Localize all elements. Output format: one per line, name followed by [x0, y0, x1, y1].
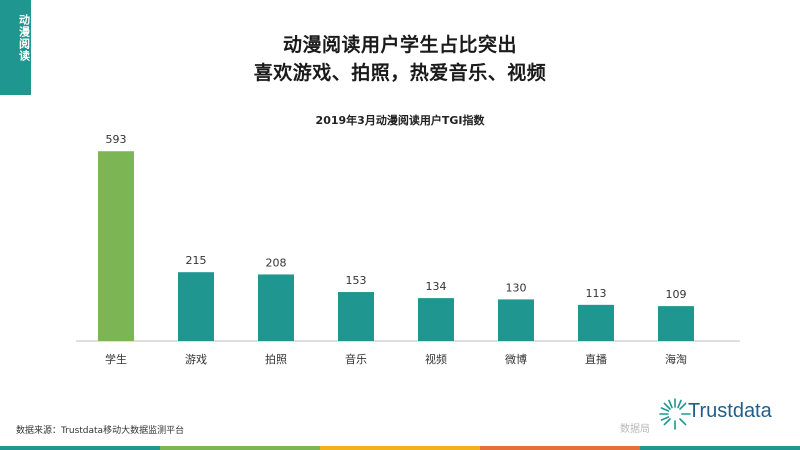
- section-tab-label: 动漫阅读: [17, 14, 31, 62]
- data-source-note: 数据来源：Trustdata移动大数据监测平台: [16, 426, 185, 436]
- section-tab: 动漫阅读: [0, 0, 31, 95]
- bar: [498, 299, 534, 341]
- bar-value-label: 593: [106, 133, 127, 146]
- footer-stripe-segment: [0, 446, 160, 450]
- category-label: 游戏: [185, 353, 207, 366]
- category-label: 学生: [105, 352, 127, 366]
- brand-name: Trustdata: [688, 400, 772, 422]
- bar: [578, 304, 614, 341]
- bar-value-label: 134: [426, 280, 447, 293]
- bar-value-label: 113: [586, 287, 607, 300]
- bar-value-label: 215: [186, 254, 207, 267]
- footer-stripe-segment: [320, 446, 480, 450]
- chart-title: 2019年3月动漫阅读用户TGI指数: [315, 114, 485, 127]
- bar: [418, 298, 454, 341]
- category-label: 视频: [425, 352, 447, 366]
- headline-line-1: 动漫阅读用户学生占比突出: [282, 34, 517, 56]
- bar-value-label: 130: [506, 281, 527, 294]
- bar: [258, 274, 294, 341]
- bar: [338, 292, 374, 341]
- category-label: 海淘: [665, 352, 687, 366]
- bar-value-label: 208: [266, 256, 287, 269]
- bar: [178, 272, 214, 341]
- category-label: 音乐: [345, 352, 367, 366]
- footer-stripe-segment: [160, 446, 320, 450]
- sunburst-logo-icon: [659, 398, 691, 430]
- footer-stripe-segment: [640, 446, 800, 450]
- category-label: 直播: [585, 352, 607, 366]
- headline-line-2: 喜欢游戏、拍照，热爱音乐、视频: [253, 62, 547, 84]
- watermark-text: 数据局: [620, 424, 650, 435]
- bar-value-label: 153: [346, 274, 367, 287]
- bar-value-label: 109: [666, 288, 687, 301]
- category-label: 微博: [505, 352, 527, 366]
- category-label: 拍照: [265, 352, 287, 366]
- footer-stripe: [0, 446, 800, 450]
- bar: [98, 151, 134, 341]
- footer-stripe-segment: [480, 446, 640, 450]
- bar: [658, 306, 694, 341]
